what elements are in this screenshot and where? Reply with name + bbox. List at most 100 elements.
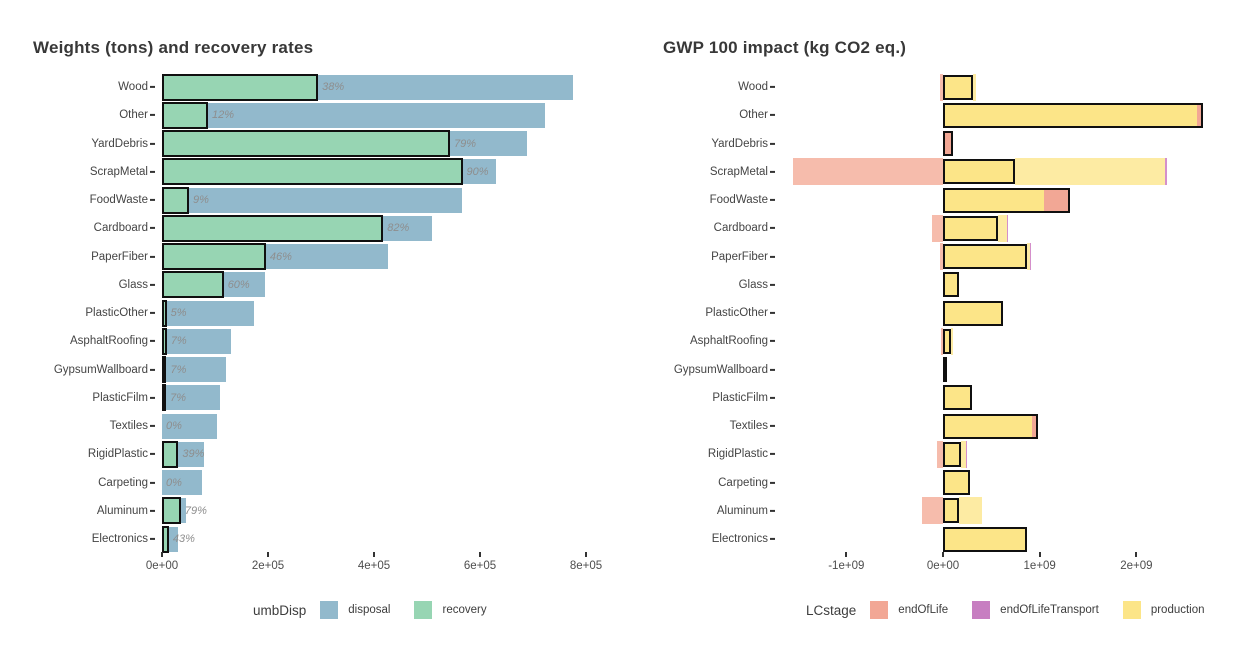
y-axis-tick — [770, 481, 775, 484]
y-axis-tick — [150, 85, 155, 89]
recovery-bar — [162, 497, 181, 525]
y-axis-tick — [150, 481, 155, 484]
x-tick-label: 1e+09 — [1023, 560, 1056, 572]
recovery-bar — [162, 384, 167, 412]
recovery-rate-label: 5% — [170, 307, 187, 319]
category-label: PlasticOther — [705, 307, 768, 319]
gwp-net-bar — [943, 244, 1028, 269]
recovery-rate-label: 0% — [166, 420, 182, 432]
y-axis-tick — [150, 537, 155, 541]
y-axis-tick — [150, 142, 155, 145]
y-axis-tick — [770, 283, 775, 286]
gwp-bg-segment-endOfLife — [793, 158, 943, 186]
category-label: ScrapMetal — [709, 165, 768, 178]
x-tick-label: -1e+09 — [828, 560, 865, 572]
category-label: Aluminum — [96, 504, 148, 517]
x-tick-label: 2e+09 — [1120, 560, 1153, 572]
endoflifetransport-swatch-icon — [972, 601, 991, 619]
gwp-net-bar — [943, 159, 1015, 185]
recovery-bar — [162, 101, 208, 129]
category-label: FoodWaste — [709, 194, 768, 206]
category-label: Textiles — [729, 420, 768, 432]
category-label: PlasticFilm — [712, 391, 768, 404]
category-label: GypsumWallboard — [53, 363, 148, 376]
gwp-net-bar — [943, 272, 959, 298]
y-axis-tick — [770, 227, 775, 230]
x-tick-label: 2e+05 — [251, 560, 285, 572]
recovery-rate-label: 46% — [269, 250, 292, 263]
y-axis-tick — [150, 255, 155, 258]
disposal-bar — [162, 357, 227, 382]
gwp-net-bar — [943, 102, 1204, 128]
gwp-net-bar — [943, 131, 953, 156]
category-label: Cardboard — [93, 222, 148, 235]
y-axis-tick — [150, 198, 155, 202]
y-axis-tick — [770, 453, 775, 456]
category-label: PaperFiber — [711, 250, 768, 263]
y-axis-tick — [770, 170, 775, 173]
recovery-bar — [162, 271, 224, 299]
category-label: Carpeting — [98, 476, 148, 489]
category-label: Other — [739, 109, 768, 122]
gwp-bg-segment-endOfLife — [941, 327, 943, 355]
y-axis-tick — [770, 424, 775, 428]
y-axis-tick — [150, 368, 155, 371]
disposal-bar — [162, 187, 462, 213]
endoflife-legend-label: endOfLife — [898, 604, 949, 616]
gwp-legend-title: LCstage — [806, 602, 857, 618]
category-label: Electronics — [711, 533, 768, 545]
x-axis-tick — [373, 552, 375, 557]
disposal-bar — [162, 385, 221, 411]
y-axis-tick — [770, 537, 775, 541]
gwp-bg-segment-endOfLife — [932, 214, 943, 242]
x-tick-label: 8e+05 — [569, 560, 603, 572]
disposal-bar — [162, 470, 202, 495]
gwp-bg-segment-production — [1014, 158, 1166, 186]
gwp-bg-segment-endOfLifeTransport — [1006, 214, 1008, 242]
y-axis-tick — [770, 311, 775, 315]
gwp-legend: LCstage endOfLife endOfLifeTransport pro… — [806, 601, 1219, 619]
gwp-net-bar — [943, 498, 960, 524]
y-axis-tick — [150, 396, 155, 399]
disposal-bar — [162, 300, 255, 326]
y-axis-tick — [150, 311, 155, 315]
y-axis-tick — [770, 114, 775, 117]
x-axis-tick — [1135, 552, 1138, 557]
recovery-legend-label: recovery — [442, 604, 487, 616]
y-axis-tick — [770, 340, 775, 343]
recovery-bar — [162, 186, 189, 214]
gwp-inner-segment-endOfLife — [1044, 189, 1068, 211]
recovery-bar — [162, 440, 179, 468]
y-axis-tick — [150, 283, 155, 286]
category-label: Textiles — [109, 420, 148, 432]
gwp-bg-segment-endOfLifeTransport — [966, 440, 968, 468]
weights-legend: umbDisp disposal recovery — [253, 601, 501, 619]
category-label: PaperFiber — [91, 250, 148, 263]
y-axis-tick — [150, 509, 155, 512]
category-label: Carpeting — [718, 476, 768, 489]
recovery-bar — [162, 130, 451, 157]
recovery-rate-label: 43% — [172, 533, 195, 545]
gwp-net-bar — [943, 526, 1028, 552]
recovery-rate-label: 7% — [170, 335, 187, 348]
production-legend-label: production — [1150, 604, 1205, 616]
left-chart-title: Weights (tons) and recovery rates — [33, 38, 314, 57]
y-axis-tick — [770, 255, 775, 258]
gwp-net-bar — [943, 470, 971, 495]
y-axis-tick — [150, 424, 155, 428]
gwp-net-bar — [943, 300, 1003, 326]
category-label: GypsumWallboard — [673, 363, 768, 376]
gwp-net-bar — [943, 441, 962, 467]
recovery-rate-label: 7% — [170, 363, 187, 376]
x-axis-tick — [585, 552, 587, 557]
category-label: Cardboard — [713, 222, 768, 235]
x-axis-tick — [161, 552, 163, 557]
category-label: Aluminum — [716, 504, 768, 517]
recovery-rate-label: 9% — [192, 194, 209, 206]
endoflifetransport-legend-label: endOfLifeTransport — [1000, 604, 1099, 616]
weights-legend-title: umbDisp — [253, 602, 307, 618]
x-axis-tick — [267, 552, 269, 557]
category-label: YardDebris — [711, 137, 768, 150]
gwp-bg-segment-endOfLife — [940, 73, 943, 101]
